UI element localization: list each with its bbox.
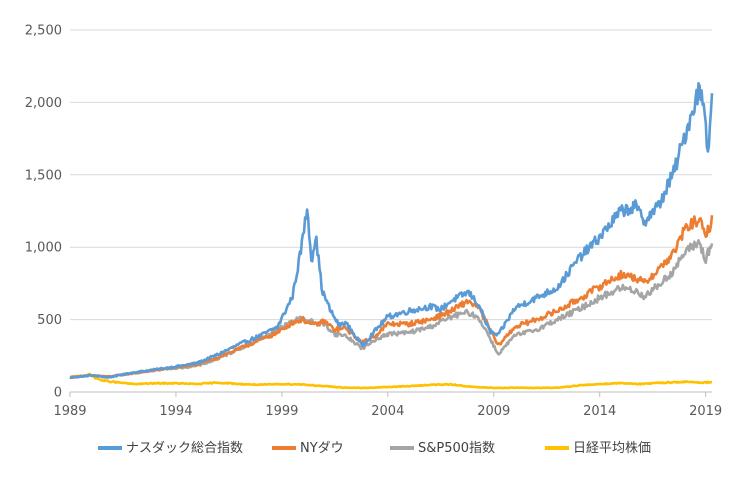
x-tick-label: 2009 (477, 404, 510, 419)
legend: ナスダック総合指数 NYダウ S&P500指数 日経平均株価 (98, 441, 651, 456)
series-lines (69, 82, 714, 390)
x-tick-label: 2004 (371, 404, 404, 419)
y-tick-label: 1,000 (25, 241, 62, 256)
y-tick-label: 2,000 (25, 96, 62, 111)
y-tick-label: 500 (37, 313, 62, 328)
axes: 0 500 1,000 1,500 2,000 2,500 1989 1994 1999 2004… (25, 24, 722, 420)
series-line-nikkei (69, 372, 713, 390)
x-tick-label: 2014 (583, 404, 616, 419)
x-tick-label: 1989 (53, 404, 86, 419)
legend-label-nikkei: 日経平均株価 (573, 441, 651, 456)
y-tick-label: 2,500 (25, 24, 62, 39)
legend-label-nydow: NYダウ (300, 441, 344, 456)
series-line-sp500 (69, 239, 714, 379)
x-tick-label: 1999 (265, 404, 298, 419)
y-tick-label: 0 (54, 386, 62, 401)
x-tick-label: 2019 (689, 404, 722, 419)
legend-label-sp500: S&P500指数 (418, 441, 495, 456)
series-line-nasdaq (69, 82, 714, 380)
legend-label-nasdaq: ナスダック総合指数 (126, 441, 243, 456)
gridlines (70, 29, 712, 321)
y-tick-label: 1,500 (25, 168, 62, 183)
x-tick-label: 1994 (159, 404, 192, 419)
series-line-nydow (69, 215, 714, 380)
